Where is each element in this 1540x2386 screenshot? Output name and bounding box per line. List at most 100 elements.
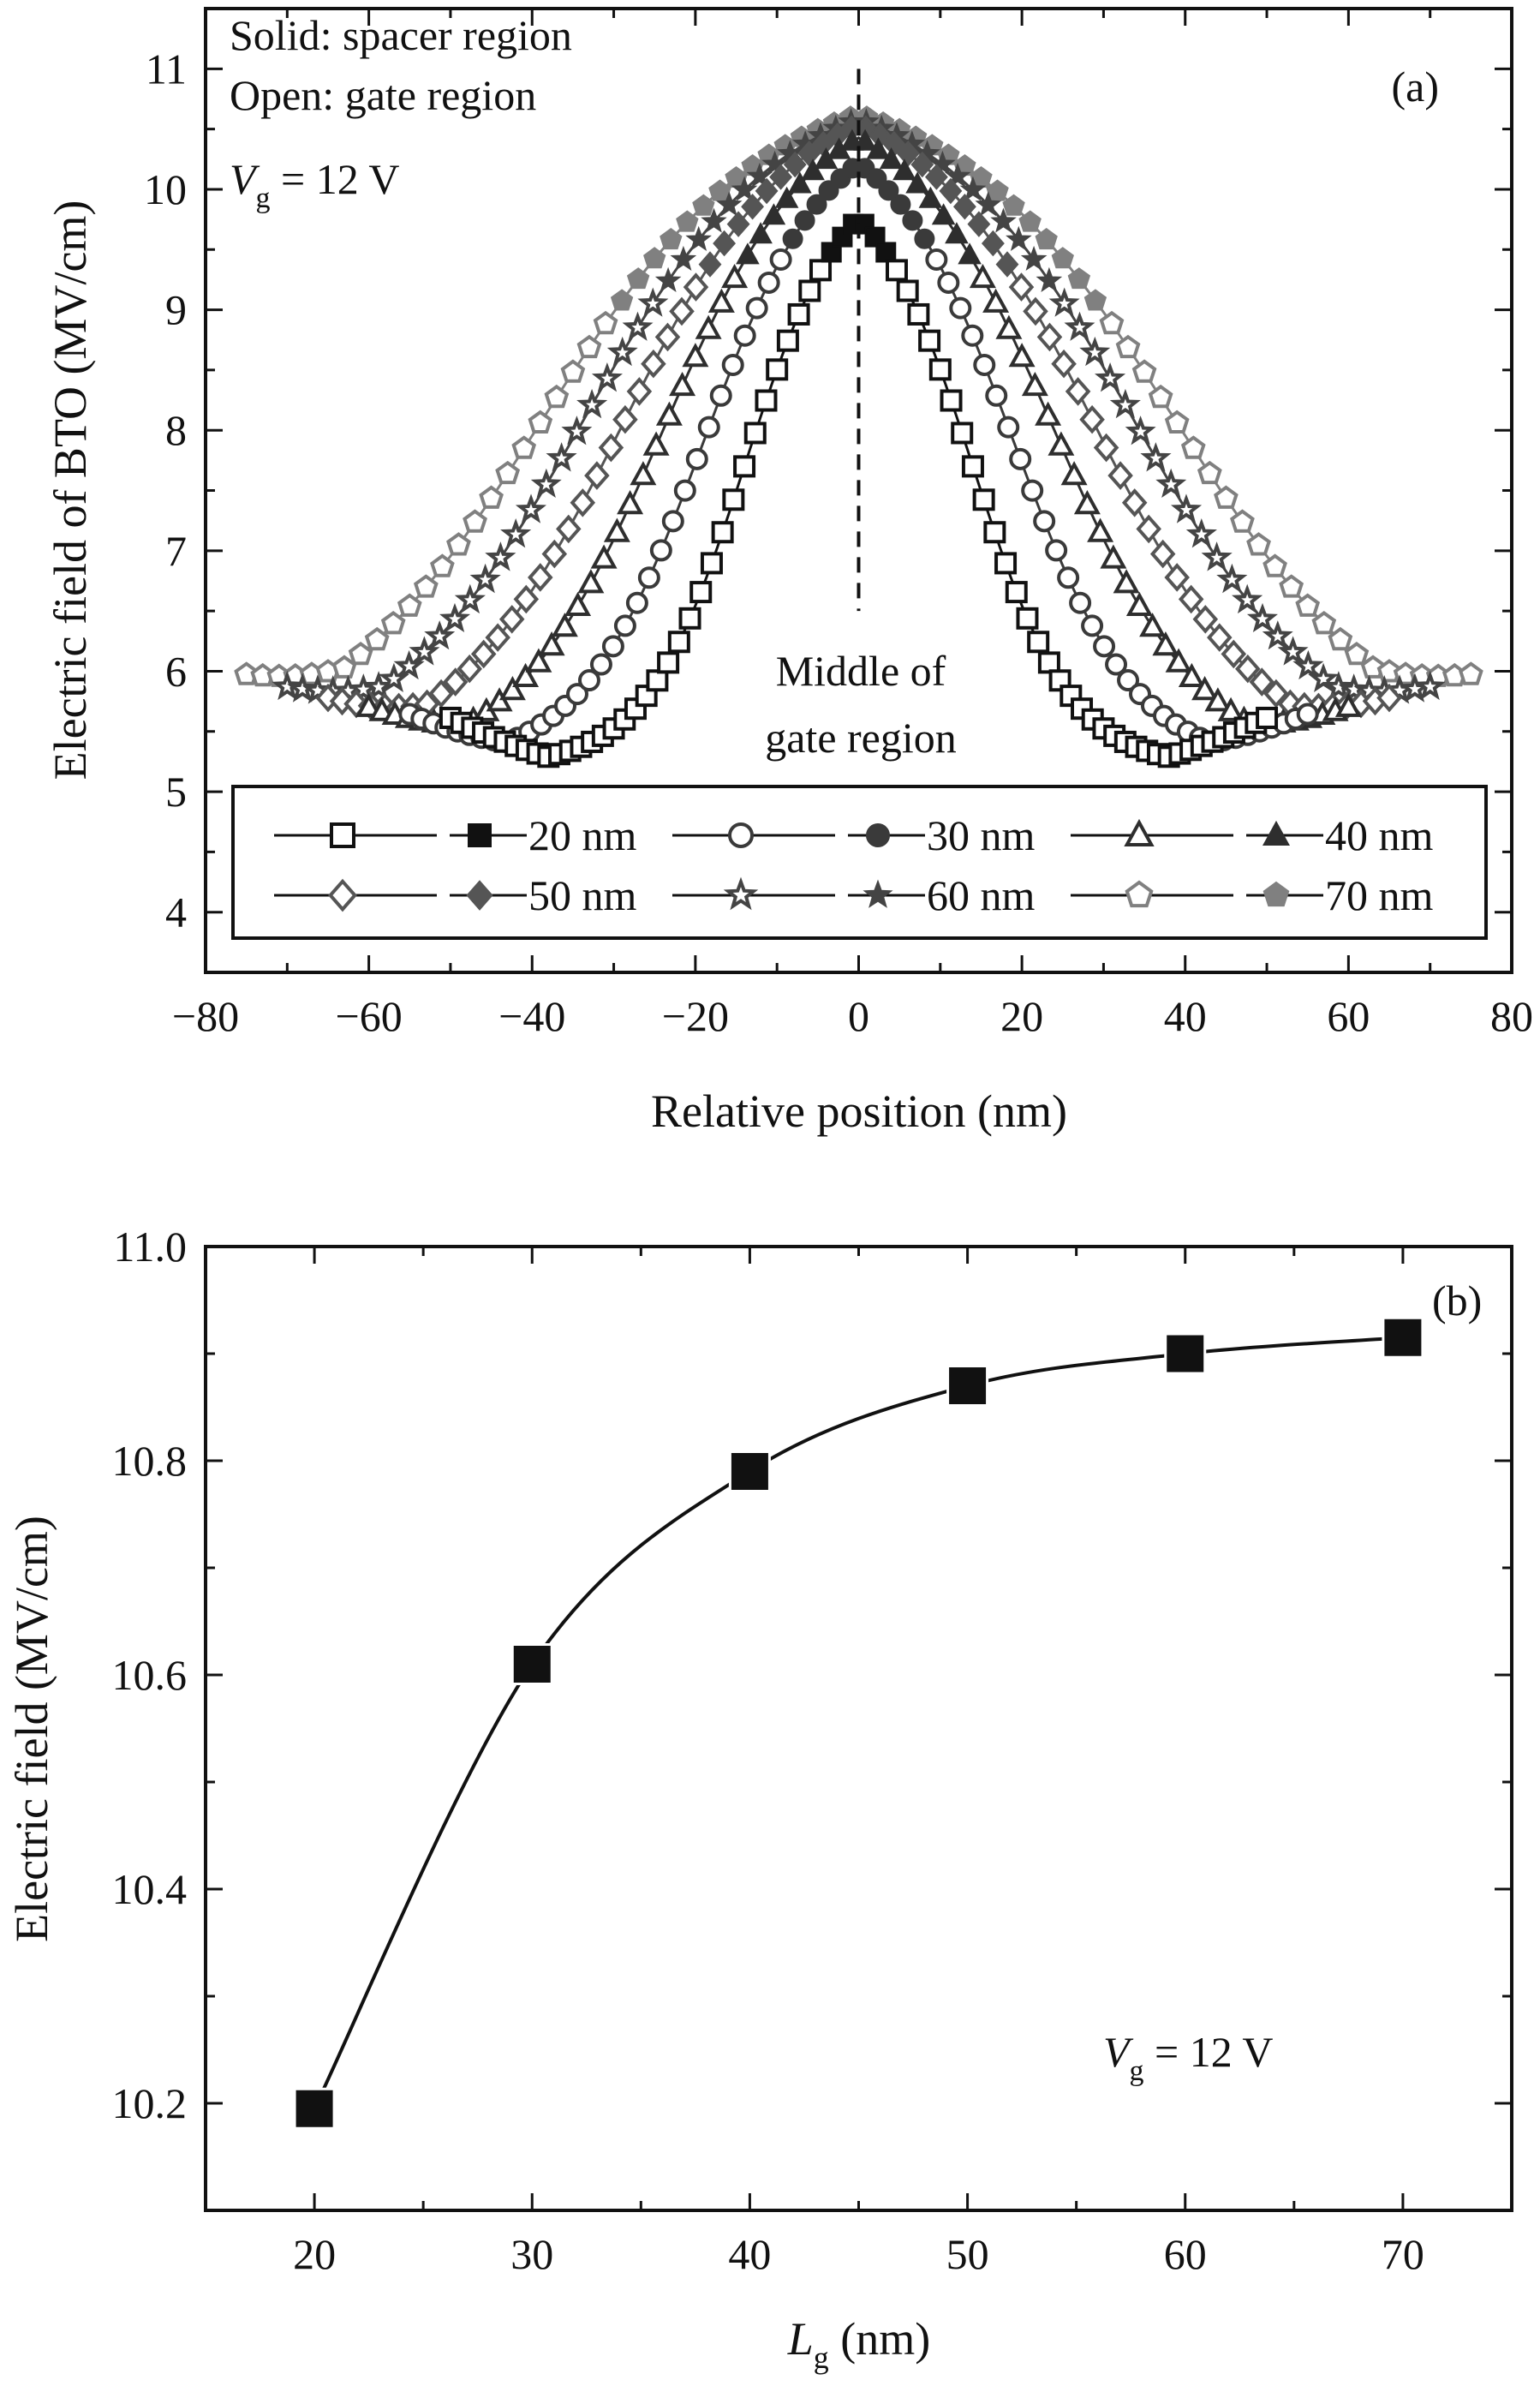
legend-label: 50 nm — [528, 871, 637, 919]
panel-a-y-axis-title: Electric field of BTO (MV/cm) — [45, 200, 96, 780]
panel-a-series-group — [234, 105, 1483, 768]
data-point-60nm — [1048, 287, 1080, 317]
y-tick-label: 8 — [165, 406, 187, 454]
legend-solid-marker — [863, 879, 893, 908]
x-tick-label: 70 — [1382, 2230, 1424, 2278]
legend-item-20nm: 20 nm — [274, 811, 637, 859]
data-point-50nm — [1036, 322, 1063, 352]
data-point-60nm — [576, 388, 608, 419]
data-point-20nm — [928, 358, 952, 381]
data-point-60nm — [1170, 493, 1203, 523]
data-point-30nm — [1009, 447, 1032, 470]
data-point-lg-40 — [728, 1450, 771, 1492]
data-point-30nm — [649, 539, 672, 562]
series-70nm — [234, 105, 1483, 687]
data-point-60nm — [622, 311, 654, 341]
data-point-30nm — [782, 228, 803, 249]
panel-b-x-axis-title: Lg (nm) — [787, 2313, 931, 2375]
data-point-30nm — [878, 180, 899, 201]
panel-b-label: (b) — [1432, 1277, 1482, 1325]
data-point-60nm — [1201, 541, 1233, 571]
data-point-70nm — [1083, 289, 1107, 311]
data-point-70nm — [463, 509, 487, 533]
data-point-50nm — [783, 151, 807, 178]
data-point-60nm — [1246, 602, 1278, 633]
data-point-40nm — [853, 129, 877, 151]
data-point-50nm — [910, 151, 934, 178]
y-tick-label: 6 — [165, 647, 187, 695]
data-point-70nm — [1148, 384, 1173, 409]
legend-solid-marker — [1262, 820, 1290, 846]
data-point-70nm — [430, 553, 455, 577]
data-point-30nm — [733, 324, 756, 347]
panel-b-y-axis-title: Electric field (MV/cm) — [6, 1516, 57, 1942]
data-point-20nm — [787, 302, 810, 326]
middle-note-line2: gate region — [765, 714, 957, 762]
data-point-50nm — [485, 623, 510, 652]
data-point-50nm — [541, 539, 568, 569]
data-point-50nm — [428, 679, 454, 709]
data-point-20nm — [646, 669, 669, 692]
data-point-60nm — [944, 162, 971, 188]
data-point-30nm — [1045, 539, 1068, 562]
data-point-60nm — [1308, 662, 1340, 692]
data-point-40nm — [1021, 371, 1048, 397]
data-point-50nm — [457, 654, 482, 684]
data-point-40nm — [1334, 692, 1362, 717]
data-point-70nm — [495, 460, 521, 485]
data-point-70nm — [1115, 334, 1141, 359]
data-point-70nm — [413, 574, 439, 598]
data-point-40nm — [788, 171, 812, 194]
data-point-60nm — [1155, 468, 1187, 498]
data-point-70nm — [348, 642, 373, 666]
data-point-60nm — [929, 150, 956, 176]
data-point-30nm — [818, 180, 839, 201]
data-point-70nm — [626, 267, 650, 290]
data-point-50nm — [924, 164, 948, 190]
legend-solid-marker — [1262, 881, 1290, 907]
data-point-50nm — [612, 404, 638, 434]
data-point-40nm — [945, 222, 969, 244]
data-point-30nm — [902, 210, 923, 231]
data-point-70nm — [1099, 310, 1125, 335]
legend-open-marker — [1124, 818, 1155, 846]
data-point-40nm — [905, 171, 929, 194]
data-point-40nm — [368, 697, 396, 721]
y-tick-label: 5 — [165, 768, 187, 816]
data-point-50nm — [1207, 623, 1233, 652]
data-point-60nm — [1232, 583, 1263, 614]
data-point-30nm — [757, 271, 780, 294]
data-point-30nm — [745, 296, 768, 320]
data-point-60nm — [715, 191, 743, 217]
data-point-70nm — [1328, 626, 1353, 651]
data-point-70nm — [593, 310, 618, 335]
data-point-20nm — [907, 302, 930, 326]
data-point-70nm — [692, 194, 715, 216]
data-point-70nm — [660, 227, 683, 250]
data-point-70nm — [528, 410, 553, 434]
data-point-20nm — [1037, 651, 1060, 674]
data-point-50nm — [683, 272, 709, 302]
data-point-60nm — [761, 150, 788, 176]
data-point-40nm — [931, 203, 956, 225]
data-point-50nm — [442, 667, 469, 697]
data-point-50nm — [769, 164, 793, 190]
data-point-40nm — [590, 544, 618, 569]
legend-item-60nm: 60 nm — [672, 871, 1036, 919]
panel-a-legend: 20 nm 30 nm 40 nm 50 nm 60 nm 70 nm — [231, 785, 1488, 940]
data-point-50nm — [952, 193, 976, 220]
data-point-70nm — [1279, 574, 1304, 598]
data-point-40nm — [1087, 517, 1114, 542]
y-tick-label: 7 — [165, 527, 187, 575]
data-point-40nm — [551, 613, 578, 637]
data-point-20nm — [743, 422, 767, 445]
data-point-40nm — [355, 692, 383, 717]
data-point-50nm — [1107, 461, 1133, 490]
data-point-70nm — [1360, 655, 1386, 679]
x-tick-label: 20 — [1000, 992, 1043, 1040]
data-point-20nm — [700, 552, 723, 575]
legend-solid-marker — [466, 880, 493, 911]
data-point-40nm — [1073, 490, 1101, 515]
data-point-50nm — [1164, 563, 1190, 592]
data-point-60nm — [439, 602, 471, 633]
